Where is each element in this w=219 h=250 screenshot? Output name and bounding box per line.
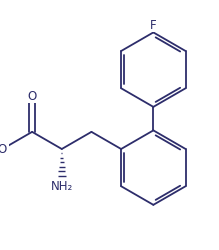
Text: F: F <box>150 19 157 32</box>
Text: O: O <box>28 90 37 103</box>
Text: NH₂: NH₂ <box>51 180 73 193</box>
Text: O: O <box>0 143 7 156</box>
